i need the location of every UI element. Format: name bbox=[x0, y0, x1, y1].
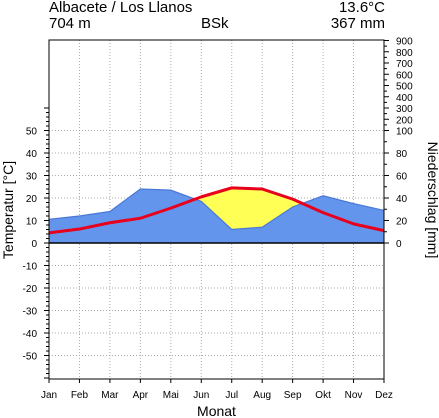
x-tick-label: Mar bbox=[101, 390, 119, 401]
temperature-line bbox=[48, 186, 385, 235]
station-name: Albacete / Los Llanos bbox=[49, 0, 193, 16]
x-tick-label: Apr bbox=[133, 390, 149, 401]
y-left-tick-label: -40 bbox=[23, 329, 38, 340]
y-right-tick-label: 300 bbox=[396, 104, 413, 115]
x-tick-label: Jul bbox=[225, 390, 238, 401]
y-left-tick-label: 30 bbox=[26, 172, 38, 183]
x-tick-label: Feb bbox=[71, 390, 89, 401]
y-left-tick-label: 40 bbox=[26, 149, 38, 160]
x-tick-label: Mai bbox=[163, 390, 179, 401]
y-right-tick-label: 20 bbox=[396, 217, 408, 228]
y-right-tick-label: 80 bbox=[396, 149, 408, 160]
y-right-tick-label: 500 bbox=[396, 82, 413, 93]
y-left-tick-label: -10 bbox=[23, 262, 38, 273]
climate-class: BSk bbox=[201, 15, 229, 32]
x-tick-label: Okt bbox=[315, 390, 331, 401]
x-tick-label: Sep bbox=[284, 390, 302, 401]
elevation: 704 m bbox=[49, 15, 91, 32]
y-right-tick-label: 100 bbox=[396, 127, 413, 138]
precipitation-line bbox=[48, 188, 385, 231]
y-left-tick-label: 0 bbox=[31, 239, 37, 250]
x-tick-label: Dez bbox=[375, 390, 393, 401]
y-axis-right-title: Niederschlag [mm] bbox=[425, 142, 439, 259]
x-axis-title: Monat bbox=[197, 403, 236, 418]
x-tick-label: Jan bbox=[41, 390, 57, 401]
x-tick-label: Nov bbox=[345, 390, 363, 401]
axis-layer: 50403020100-10-20-30-40-5002040608010020… bbox=[23, 37, 414, 402]
y-left-tick-label: 20 bbox=[26, 194, 38, 205]
y-left-tick-label: 10 bbox=[26, 217, 38, 228]
x-tick-label: Aug bbox=[253, 390, 271, 401]
y-axis-left-title: Temperatur [°C] bbox=[0, 161, 16, 259]
y-right-tick-label: 400 bbox=[396, 93, 413, 104]
plot-frame bbox=[48, 39, 385, 380]
arid-area bbox=[195, 187, 303, 230]
y-right-tick-label: 40 bbox=[396, 194, 408, 205]
y-left-tick-label: -50 bbox=[23, 352, 38, 363]
y-right-tick-label: 200 bbox=[396, 115, 413, 126]
y-right-tick-label: 700 bbox=[396, 59, 413, 70]
y-left-tick-label: 50 bbox=[26, 127, 38, 138]
line-layer bbox=[48, 186, 385, 244]
annual-precipitation: 367 mm bbox=[330, 15, 385, 32]
y-left-tick-label: -20 bbox=[23, 284, 38, 295]
x-tick-label: Jun bbox=[193, 390, 209, 401]
y-right-tick-label: 600 bbox=[396, 70, 413, 81]
y-left-tick-label: -30 bbox=[23, 307, 38, 318]
y-right-tick-label: 60 bbox=[396, 172, 408, 183]
y-right-tick-label: 0 bbox=[396, 239, 402, 250]
y-right-tick-label: 900 bbox=[396, 37, 413, 48]
mean-temperature: 13.6°C bbox=[338, 0, 385, 16]
y-right-tick-label: 800 bbox=[396, 48, 413, 59]
